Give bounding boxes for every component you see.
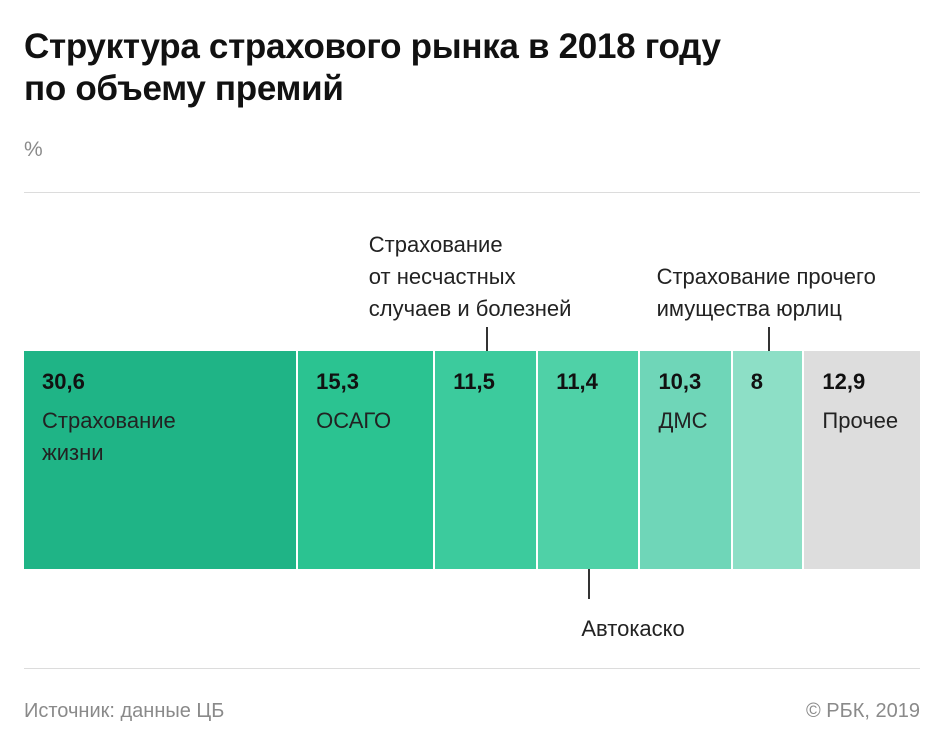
segment-callout-label: Автокаско <box>581 616 685 641</box>
segment-label: ДМС <box>658 408 708 433</box>
segment-value: 15,3 <box>316 369 359 394</box>
segment-value: 12,9 <box>822 369 866 394</box>
stacked-bar: 30,6 Страхование жизни 15,3 ОСАГО 11,5 11,4 10… <box>24 351 920 569</box>
bar-segment: 10,3 ДМС <box>640 351 733 569</box>
callout-leader-line <box>588 569 591 599</box>
segment-value: 10,3 <box>658 369 702 394</box>
segment-callout-label: Страхование прочего имущества юрлиц <box>656 264 876 321</box>
segment-callout-label: Страхование от несчастных случаев и боле… <box>368 232 572 321</box>
top-divider <box>24 192 920 193</box>
segment-label: Страхование жизни <box>42 408 176 465</box>
bar-segment: 30,6 Страхование жизни <box>24 351 299 569</box>
source-note: Источник: данные ЦБ <box>24 700 225 722</box>
segment-value: 30,6 <box>42 369 85 394</box>
chart-title: Структура страхового рынка в 2018 году п… <box>24 26 924 110</box>
bar-segment: 8 <box>732 351 805 569</box>
segment-label: ОСАГО <box>316 408 392 433</box>
bar-segment: 11,4 <box>538 351 641 569</box>
callout-leader-line <box>485 327 488 351</box>
bar-segment: 15,3 ОСАГО <box>298 351 436 569</box>
segment-value: 11,4 <box>556 369 598 394</box>
copyright-note: © РБК, 2019 <box>805 700 920 722</box>
segment-label: Прочее <box>822 408 899 433</box>
callout-leader-line <box>767 327 770 351</box>
bar-segment: 12,9 Прочее <box>804 351 920 569</box>
segment-value: 8 <box>750 369 763 394</box>
bottom-divider <box>24 668 920 669</box>
unit-label: % <box>24 138 43 161</box>
bar-segment: 11,5 <box>435 351 539 569</box>
title-text: Структура страхового рынка в 2018 году п… <box>24 27 721 108</box>
segment-value: 11,5 <box>453 369 495 394</box>
